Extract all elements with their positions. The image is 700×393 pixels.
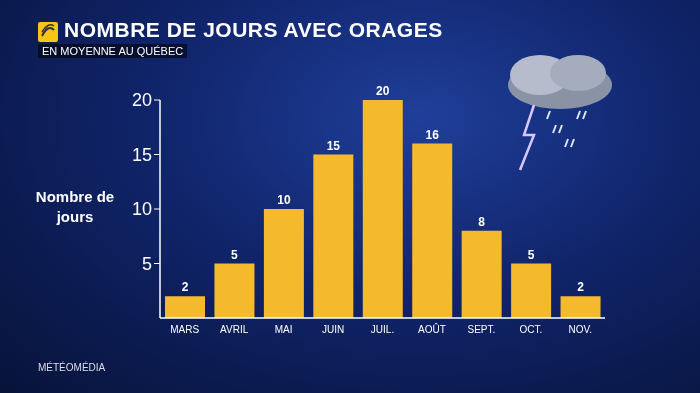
- svg-text:5: 5: [528, 248, 535, 262]
- svg-text:10: 10: [277, 193, 291, 207]
- svg-text:AOÛT: AOÛT: [418, 323, 446, 335]
- html-text:MÉTÉOMÉDIA: MÉTÉOMÉDIA: [38, 362, 106, 373]
- svg-text:15: 15: [327, 139, 341, 153]
- svg-text:JUIL.: JUIL.: [371, 324, 394, 335]
- svg-text:10: 10: [132, 199, 152, 219]
- html-text:EN MOYENNE AU QUÉBEC: EN MOYENNE AU QUÉBEC: [42, 45, 184, 57]
- svg-text:MARS: MARS: [170, 324, 199, 335]
- svg-text:15: 15: [132, 145, 152, 165]
- svg-text:5: 5: [142, 254, 152, 274]
- svg-text:8: 8: [478, 215, 485, 229]
- svg-text:20: 20: [132, 90, 152, 110]
- svg-text:16: 16: [426, 128, 440, 142]
- html-text:Nombre de jours: Nombre de jours: [35, 188, 115, 225]
- svg-text:NOV.: NOV.: [569, 324, 593, 335]
- svg-text:JUIN: JUIN: [322, 324, 344, 335]
- html-text:NOMBRE DE JOURS AVEC ORAGES: NOMBRE DE JOURS AVEC ORAGES: [64, 18, 443, 41]
- svg-text:2: 2: [182, 280, 189, 294]
- svg-text:AVRIL: AVRIL: [220, 324, 249, 335]
- svg-text:20: 20: [376, 84, 390, 98]
- svg-text:5: 5: [231, 248, 238, 262]
- svg-text:MAI: MAI: [275, 324, 293, 335]
- svg-text:2: 2: [577, 280, 584, 294]
- svg-text:SEPT.: SEPT.: [467, 324, 495, 335]
- svg-text:OCT.: OCT.: [519, 324, 542, 335]
